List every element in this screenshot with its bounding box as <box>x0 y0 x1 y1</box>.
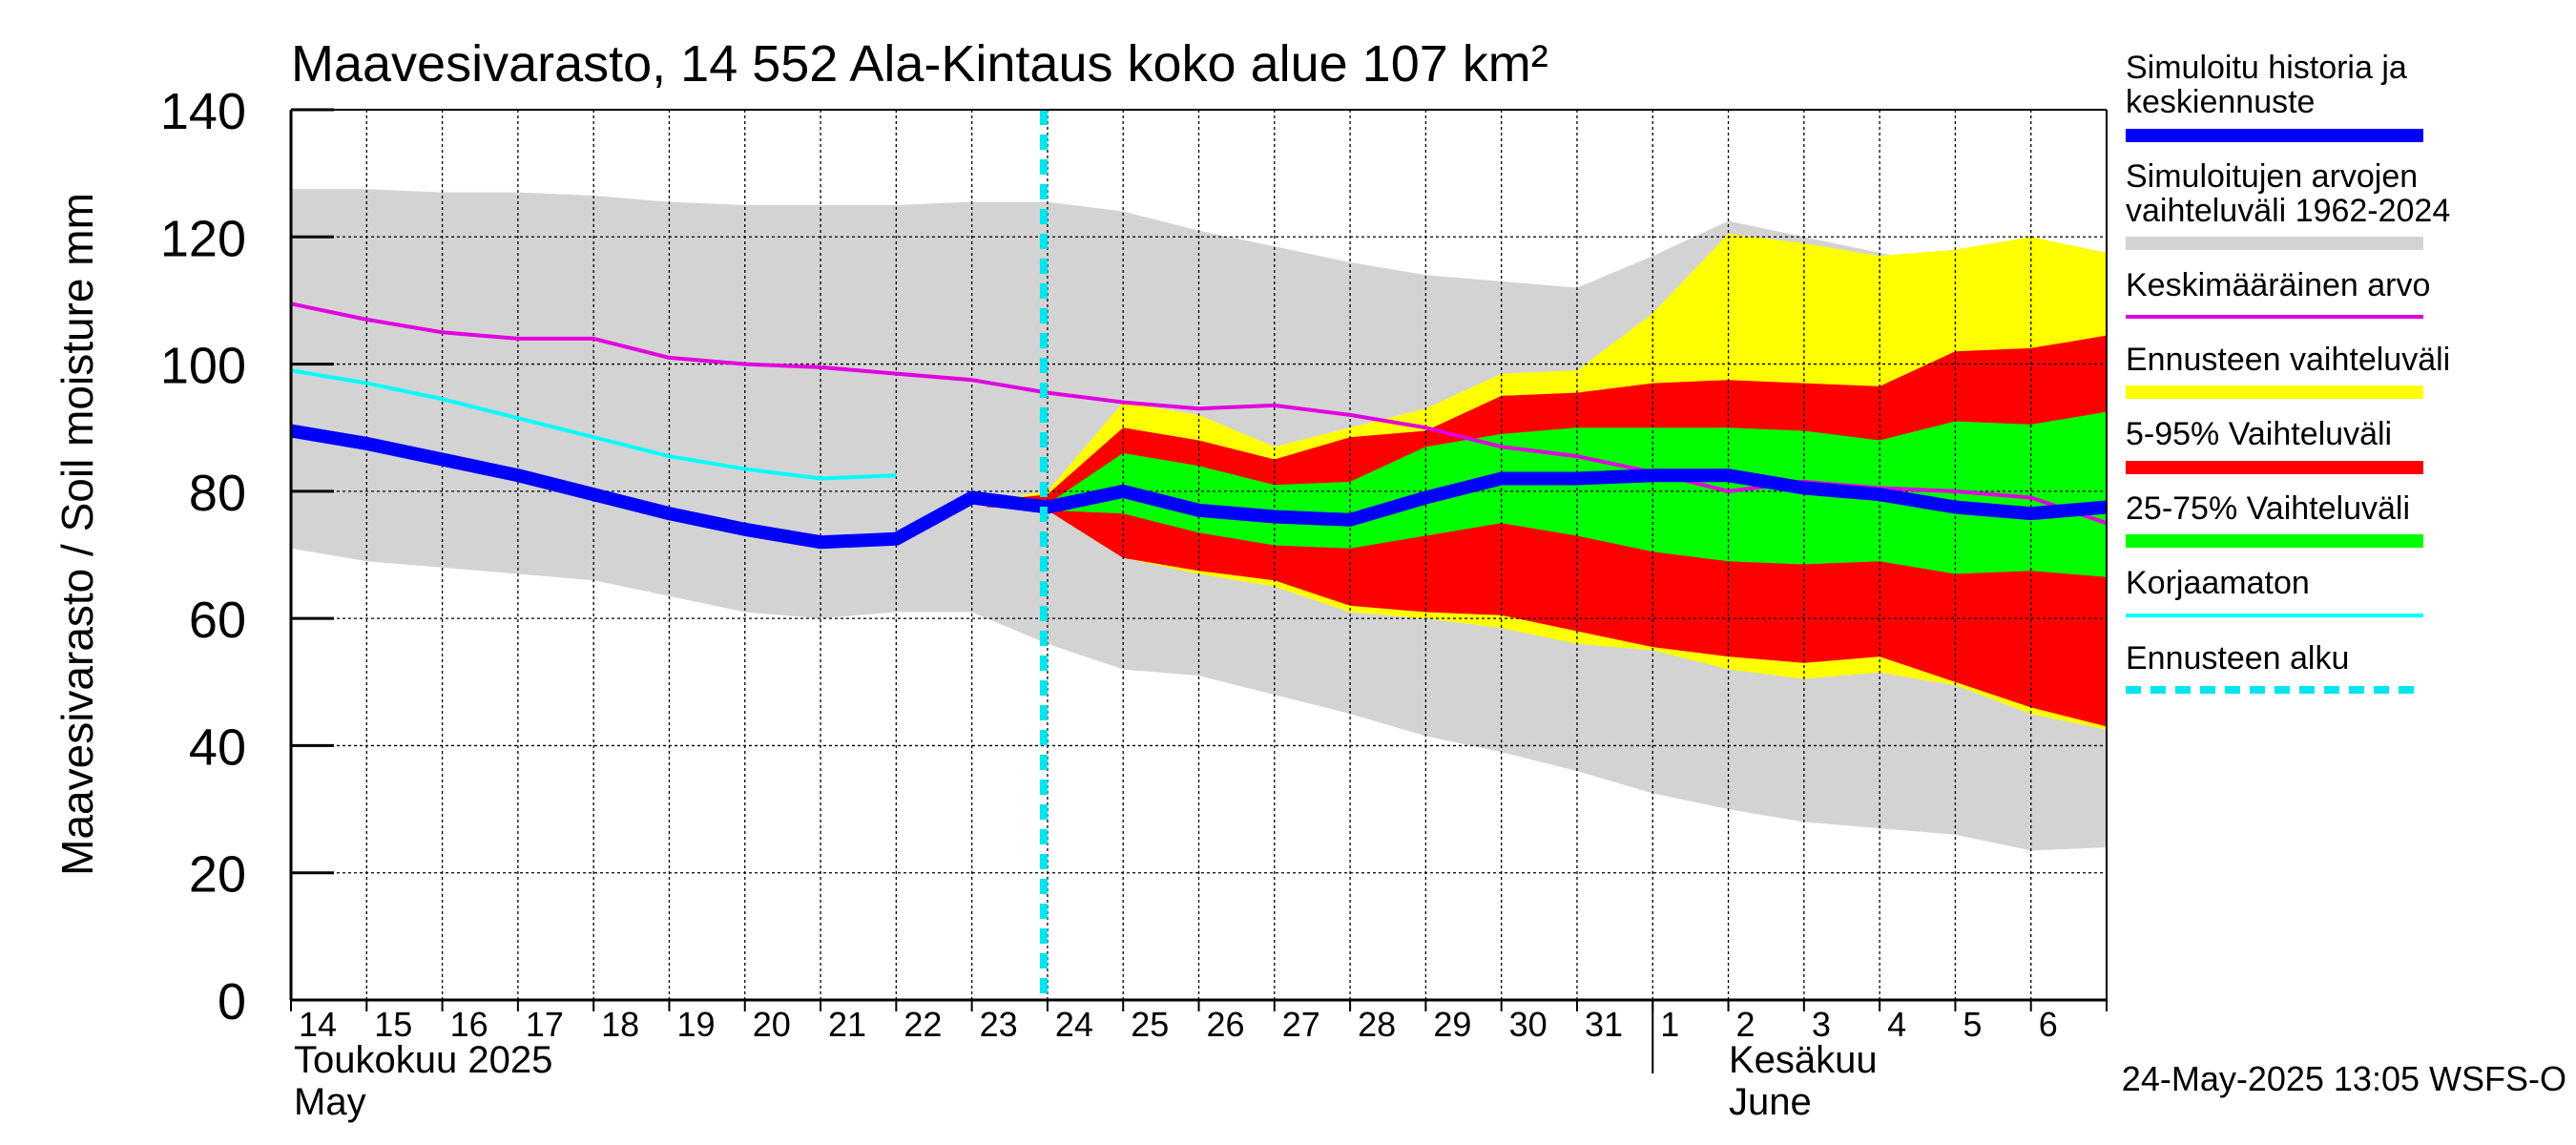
series-lines <box>289 110 2108 1000</box>
x-tick-label: 15 <box>374 1005 412 1044</box>
month-label-june-en: June <box>1729 1081 1812 1123</box>
y-tick-label: 20 <box>189 846 246 904</box>
y-tick-label: 140 <box>160 83 246 140</box>
x-tick-label: 20 <box>753 1005 791 1044</box>
legend: Simuloitu historia jakeskiennusteSimuloi… <box>2126 50 2450 694</box>
x-tick-label: 3 <box>1812 1005 1831 1044</box>
x-tick-label: 22 <box>904 1005 942 1044</box>
legend-label: Keskimääräinen arvo <box>2126 267 2430 303</box>
y-tick-label: 60 <box>189 592 246 649</box>
y-tick-label: 100 <box>160 338 246 395</box>
x-tick-label: 26 <box>1207 1005 1245 1044</box>
x-tick-label: 24 <box>1055 1005 1093 1044</box>
legend-label: Ennusteen alku <box>2126 640 2349 677</box>
axes <box>289 108 2108 1073</box>
p25-75-band <box>987 411 2107 577</box>
x-tick-label: 29 <box>1433 1005 1471 1044</box>
x-tick-label: 28 <box>1358 1005 1396 1044</box>
y-tick-label: 120 <box>160 210 246 267</box>
y-tick-label: 80 <box>189 465 246 522</box>
x-tick-label: 21 <box>828 1005 866 1044</box>
x-tick-label: 16 <box>450 1005 488 1044</box>
uncorrected-line <box>290 368 897 481</box>
x-tick-label: 31 <box>1585 1005 1623 1044</box>
x-tick-label: 19 <box>676 1005 715 1044</box>
month-label-may-fi: Toukokuu 2025 <box>294 1039 552 1081</box>
legend-label: keskiennuste <box>2126 84 2315 120</box>
x-tick-label: 27 <box>1282 1005 1320 1044</box>
x-tick-label: 23 <box>980 1005 1018 1044</box>
x-tick-label: 18 <box>601 1005 639 1044</box>
x-tick-label: 30 <box>1509 1005 1548 1044</box>
legend-item: Keskimääräinen arvo <box>2126 267 2430 319</box>
legend-label: Simuloitu historia ja <box>2126 50 2407 86</box>
x-tick-label: 14 <box>299 1005 337 1044</box>
y-axis-label: Maavesivarasto / Soil moisture mm <box>52 193 102 876</box>
x-tick-label: 17 <box>526 1005 564 1044</box>
legend-item: 5-95% Vaihteluväli <box>2126 416 2423 474</box>
legend-item: 25-75% Vaihteluväli <box>2126 490 2423 548</box>
legend-item: Korjaamaton <box>2126 565 2423 617</box>
y-tick-label: 40 <box>189 718 246 776</box>
legend-label: 25-75% Vaihteluväli <box>2126 490 2410 527</box>
legend-label: 5-95% Vaihteluväli <box>2126 416 2392 452</box>
p5-95-band <box>987 335 2107 727</box>
simulated-mean-line <box>289 424 2108 550</box>
x-tick-label: 25 <box>1131 1005 1169 1044</box>
legend-label: Simuloitujen arvojen <box>2126 158 2418 195</box>
legend-label: Ennusteen vaihteluväli <box>2126 342 2450 378</box>
x-tick-label: 2 <box>1736 1005 1755 1044</box>
legend-item: Ennusteen alku <box>2126 640 2423 694</box>
legend-item: Ennusteen vaihteluväli <box>2126 342 2450 399</box>
x-tick-label: 1 <box>1660 1005 1679 1044</box>
footer-timestamp: 24-May-2025 13:05 WSFS-O <box>2122 1059 2566 1098</box>
month-label-june-fi: Kesäkuu <box>1729 1039 1878 1081</box>
x-tick-label: 4 <box>1887 1005 1906 1044</box>
x-tick-label: 6 <box>2039 1005 2058 1044</box>
legend-label: Korjaamaton <box>2126 565 2310 601</box>
chart-title: Maavesivarasto, 14 552 Ala-Kintaus koko … <box>291 35 1548 93</box>
legend-label: vaihteluväli 1962-2024 <box>2126 193 2450 229</box>
x-tick-label: 5 <box>1963 1005 1982 1044</box>
y-tick-label: 0 <box>218 973 246 1030</box>
month-label-may-en: May <box>294 1081 366 1123</box>
